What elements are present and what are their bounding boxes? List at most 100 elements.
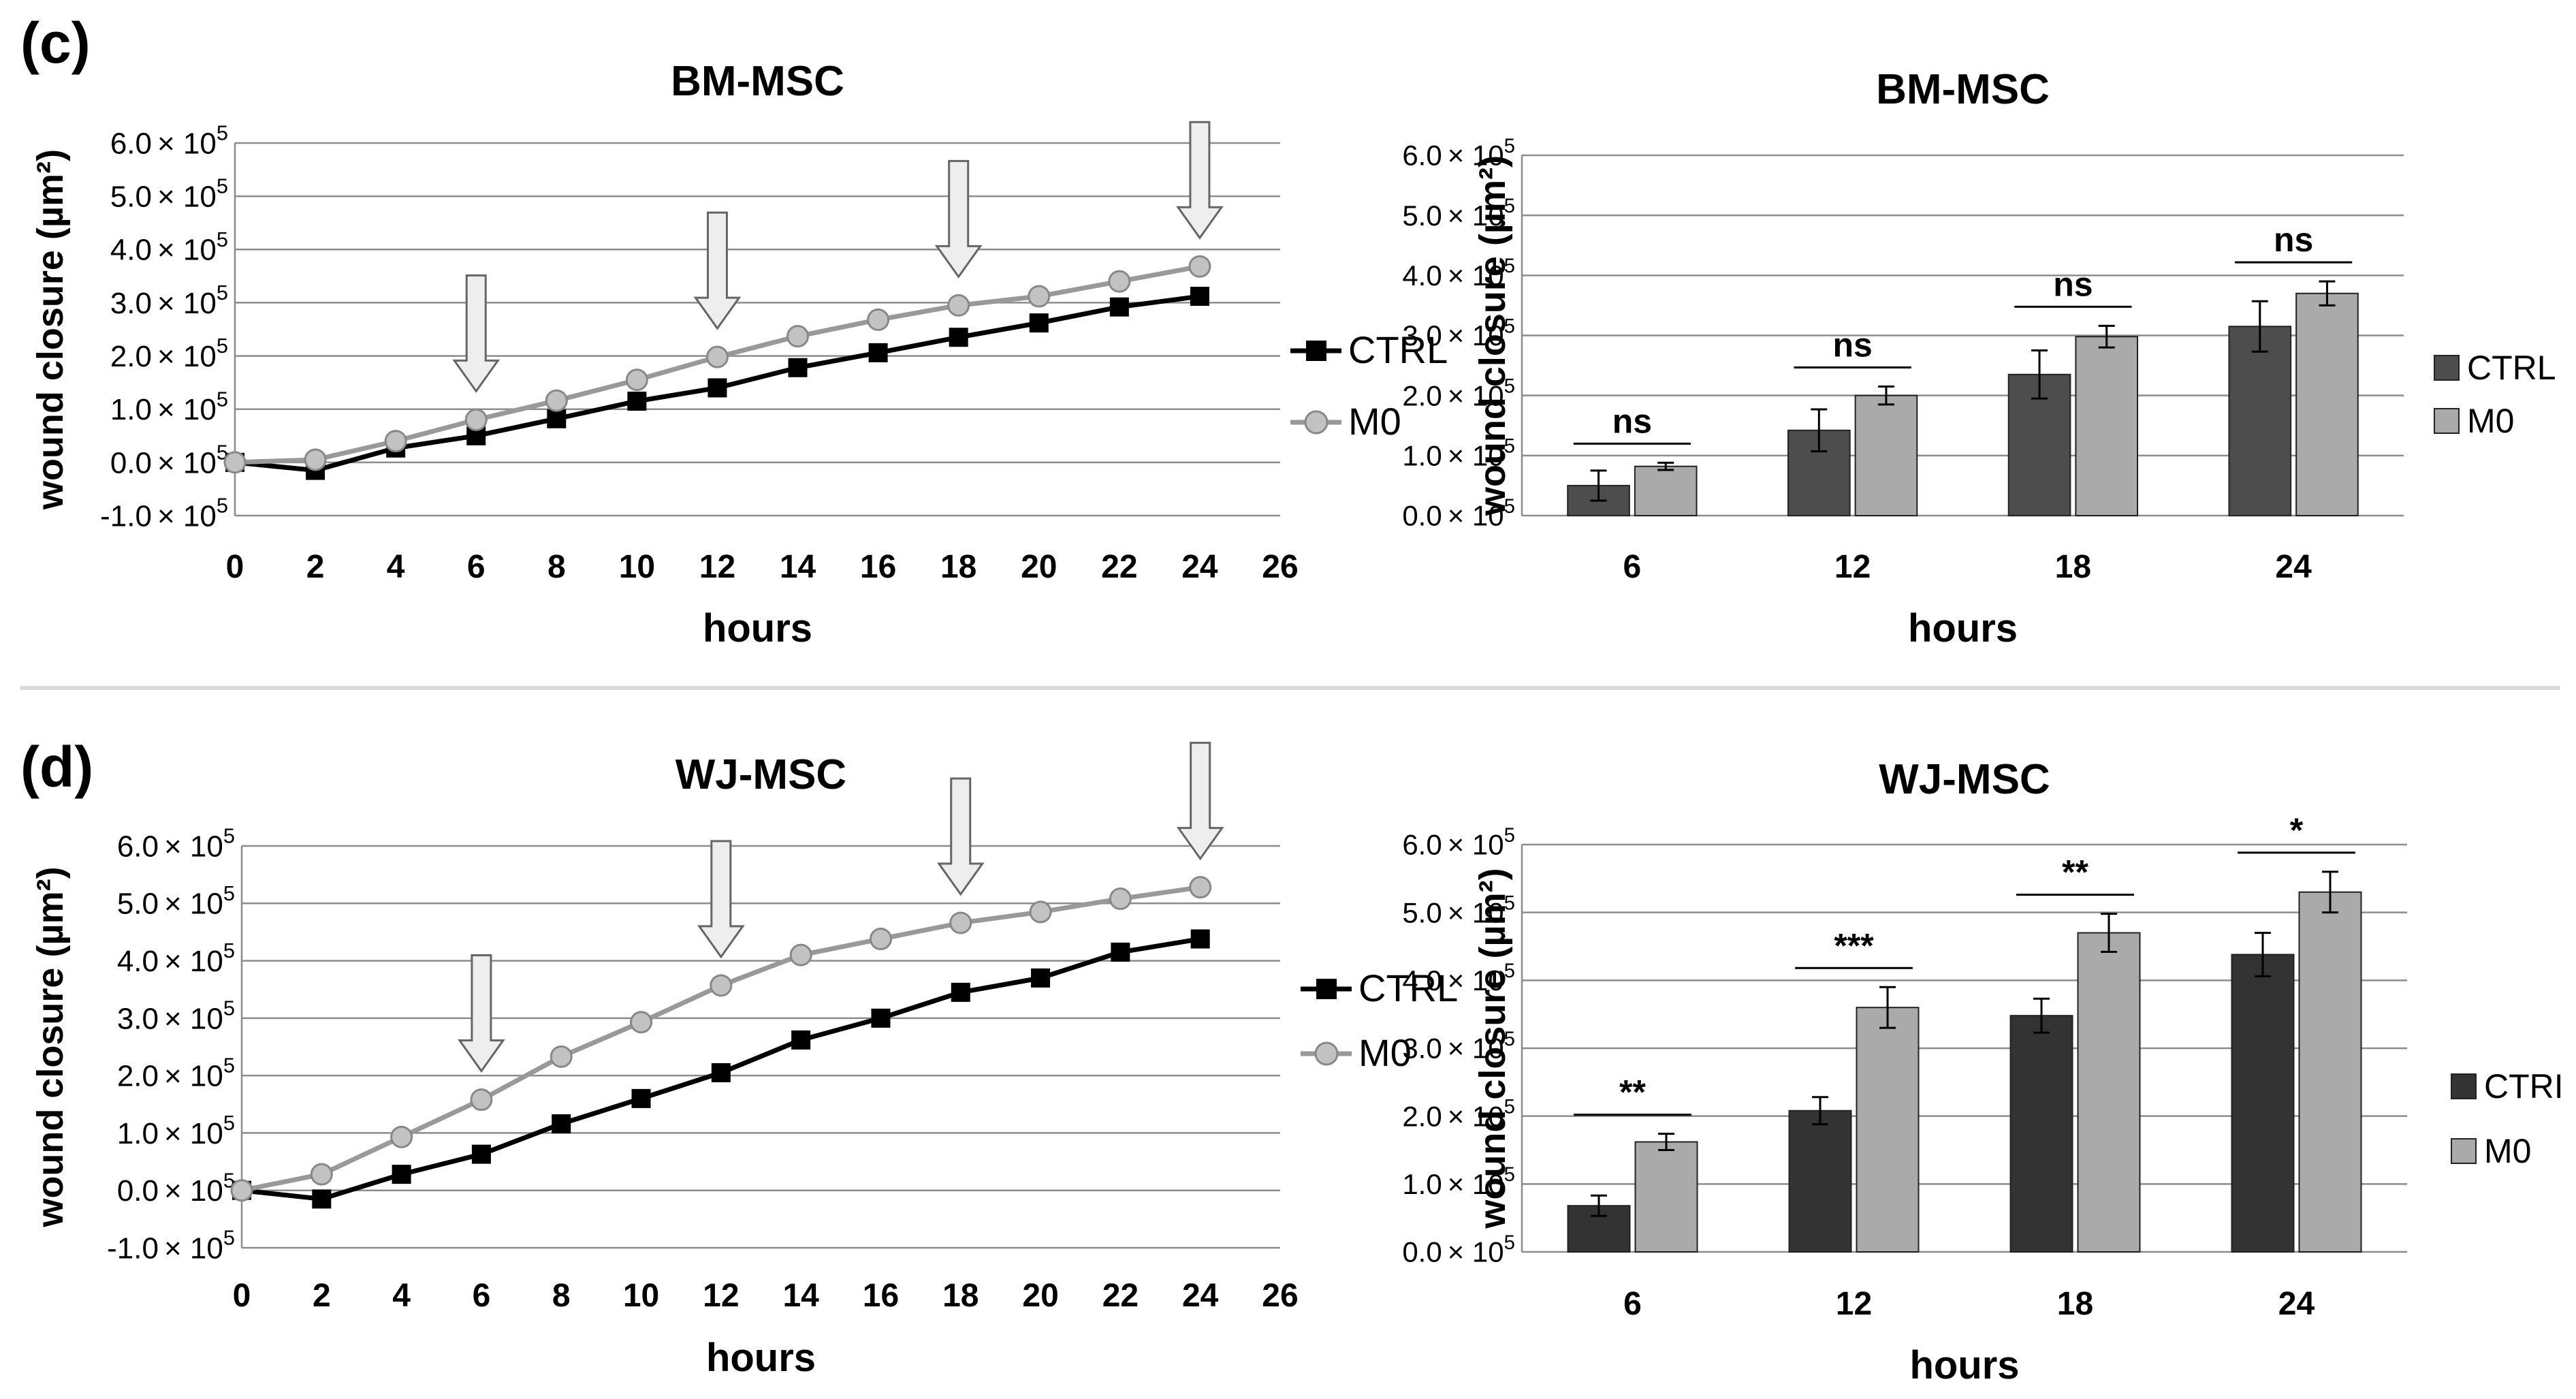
legend-label: M0 xyxy=(1358,1031,1412,1074)
y-tick-label: 5.0 × 105 xyxy=(110,174,228,214)
y-tick-label: 2.0 × 105 xyxy=(1402,1095,1515,1132)
x-tick-label: 6 xyxy=(1623,549,1642,585)
x-axis-label: hours xyxy=(1908,606,2018,650)
data-point xyxy=(791,1030,811,1050)
y-tick-label: 0.0 × 105 xyxy=(117,1168,235,1208)
x-tick-label: 22 xyxy=(1102,1278,1139,1314)
x-tick-label: 12 xyxy=(1834,549,1871,585)
x-tick-label: 0 xyxy=(233,1278,251,1314)
data-point xyxy=(1190,287,1209,306)
y-tick-label: 6.0 × 105 xyxy=(110,121,228,161)
chart-title: BM-MSC xyxy=(671,58,844,105)
data-point xyxy=(552,1114,571,1133)
legend-marker xyxy=(1314,1041,1339,1066)
legend-label: CTRL xyxy=(1358,966,1458,1009)
y-tick-label: 0.0 × 105 xyxy=(1402,495,1515,532)
y-scale-exponent: 5 xyxy=(217,334,228,358)
y-tick-label: 3.0 × 105 xyxy=(1402,315,1515,351)
y-scale-exponent: 5 xyxy=(217,227,228,251)
y-scale-text: × 10 xyxy=(1448,260,1504,292)
data-point xyxy=(949,911,972,934)
y-scale-text: × 10 xyxy=(1448,379,1504,411)
significance-label: ** xyxy=(1619,1073,1646,1112)
legend-label: M0 xyxy=(1348,400,1401,443)
y-tick-label: 1.0 × 105 xyxy=(110,387,228,426)
arrow-marker xyxy=(936,777,985,896)
y-scale-exponent: 5 xyxy=(223,881,235,905)
y-tick-mantissa: 3.0 xyxy=(110,287,152,320)
x-tick-label: 14 xyxy=(780,549,816,585)
y-tick-label: 6.0 × 105 xyxy=(1402,135,1515,172)
y-tick-mantissa: 6.0 xyxy=(1402,829,1442,861)
y-tick-mantissa: 4.0 xyxy=(1402,260,1442,292)
x-tick-label: 6 xyxy=(467,549,486,585)
x-tick-label: 6 xyxy=(473,1278,491,1314)
significance-label: ns xyxy=(2053,265,2093,303)
x-tick-label: 18 xyxy=(942,1278,979,1314)
data-point xyxy=(871,1008,891,1028)
y-tick-mantissa: -1.0 xyxy=(100,499,152,533)
y-scale-exponent: 5 xyxy=(1504,824,1515,847)
y-tick-mantissa: 5.0 xyxy=(1402,896,1442,928)
data-point xyxy=(1028,285,1051,308)
legend-swatch xyxy=(2434,408,2460,434)
y-scale-text: × 10 xyxy=(1448,896,1504,928)
y-axis-label: wound closure (µm²) xyxy=(30,149,71,510)
legend-label: CTRL xyxy=(1348,328,1448,371)
x-tick-label: 16 xyxy=(863,1278,899,1314)
data-point xyxy=(947,294,970,317)
x-tick-label: 14 xyxy=(782,1278,819,1314)
x-tick-label: 12 xyxy=(703,1278,739,1314)
y-scale-exponent: 5 xyxy=(1504,435,1515,458)
y-scale-text: × 10 xyxy=(1448,200,1504,232)
y-scale-text: × 10 xyxy=(164,1174,223,1208)
x-tick-label: 26 xyxy=(1262,549,1298,585)
data-point xyxy=(545,389,568,412)
x-axis-label: hours xyxy=(703,606,812,650)
y-tick-mantissa: 3.0 xyxy=(1402,319,1442,351)
arrow-marker xyxy=(697,840,745,959)
bar-ctrl xyxy=(2228,326,2292,516)
y-scale-text: × 10 xyxy=(164,1060,223,1093)
data-point xyxy=(627,391,647,411)
y-scale-text: × 10 xyxy=(1448,1100,1504,1132)
y-tick-label: 5.0 × 105 xyxy=(1402,195,1515,232)
y-scale-text: × 10 xyxy=(157,499,217,533)
y-scale-text: × 10 xyxy=(157,393,217,426)
y-tick-mantissa: 5.0 xyxy=(1402,200,1442,232)
y-tick-mantissa: 4.0 xyxy=(110,234,152,267)
y-scale-exponent: 5 xyxy=(217,494,228,518)
y-tick-label: 5.0 × 105 xyxy=(1402,892,1515,928)
y-scale-text: × 10 xyxy=(1448,140,1504,172)
y-scale-text: × 10 xyxy=(164,1231,223,1265)
y-tick-label: 1.0 × 105 xyxy=(1402,1163,1515,1200)
bar-ctri xyxy=(2009,1015,2073,1253)
x-tick-label: 18 xyxy=(940,549,976,585)
legend-swatch xyxy=(2451,1138,2477,1164)
data-point xyxy=(631,1088,651,1108)
y-scale-exponent: 5 xyxy=(223,1226,235,1250)
data-point xyxy=(786,325,810,348)
y-tick-label: 4.0 × 105 xyxy=(117,939,235,978)
data-point xyxy=(470,1088,493,1112)
y-scale-text: × 10 xyxy=(157,446,217,480)
legend-label: M0 xyxy=(2467,402,2514,440)
significance-label: ns xyxy=(1612,402,1652,440)
y-tick-mantissa: 0.0 xyxy=(1402,1236,1442,1268)
legend-label: M0 xyxy=(2484,1132,2531,1170)
y-tick-label: 2.0 × 105 xyxy=(117,1054,235,1093)
data-point xyxy=(1108,270,1131,293)
y-scale-text: × 10 xyxy=(164,887,223,921)
y-scale-exponent: 5 xyxy=(1504,195,1515,217)
y-tick-mantissa: -1.0 xyxy=(107,1231,159,1265)
y-scale-exponent: 5 xyxy=(217,121,228,145)
data-point xyxy=(312,1189,332,1209)
y-scale-exponent: 5 xyxy=(1504,495,1515,518)
y-tick-label: -1.0 × 105 xyxy=(107,1226,235,1266)
y-scale-exponent: 5 xyxy=(1504,1231,1515,1254)
x-tick-label: 8 xyxy=(547,549,566,585)
data-point xyxy=(1109,887,1132,911)
y-scale-exponent: 5 xyxy=(1504,1163,1515,1186)
bar-m0 xyxy=(1856,1007,1920,1253)
